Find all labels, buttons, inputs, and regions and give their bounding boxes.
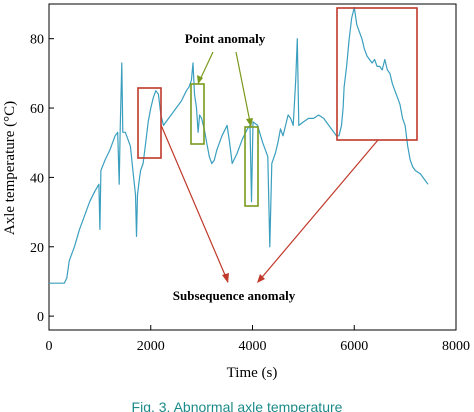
subsequence-arrow-2 <box>257 139 379 283</box>
subsequence-arrow-1 <box>160 124 229 283</box>
point-anomaly-label: Point anomaly <box>185 31 266 46</box>
y-axis-title: Axle temperature (°C) <box>2 101 18 235</box>
subsequence-anomaly-label: Subsequence anomaly <box>173 288 296 303</box>
y-tick-label: 80 <box>30 33 44 48</box>
point-arrow-2 <box>235 51 252 128</box>
y-tick-label: 40 <box>30 171 44 186</box>
x-tick-label: 8000 <box>442 339 470 354</box>
subsequence-arrowhead-2 <box>257 274 265 283</box>
series-line <box>49 6 429 284</box>
x-axis: 0 2000 4000 6000 8000 Time (s) <box>46 325 470 381</box>
x-axis-title: Time (s) <box>227 365 278 381</box>
point-arrowhead-2 <box>246 118 253 127</box>
y-tick-group: 0 20 40 60 80 <box>30 33 54 325</box>
point-anomaly-box-2 <box>244 126 259 207</box>
y-tick-label: 60 <box>30 102 44 117</box>
subsequence-arrows <box>160 124 379 283</box>
x-tick-label: 4000 <box>239 339 267 354</box>
subsequence-arrowhead-1 <box>222 273 229 283</box>
x-tick-group: 0 2000 4000 6000 8000 <box>46 325 470 354</box>
x-tick-label: 2000 <box>137 339 165 354</box>
y-tick-label: 20 <box>30 241 44 256</box>
y-tick-label: 0 <box>37 310 44 325</box>
point-arrowhead-1 <box>197 75 203 84</box>
point-anomaly-arrows <box>197 51 253 128</box>
x-tick-label: 6000 <box>340 339 368 354</box>
point-anomaly-box-1 <box>190 83 205 145</box>
subsequence-box-2 <box>336 7 418 141</box>
y-axis: 0 20 40 60 80 Axle temperature (°C) <box>2 33 54 325</box>
subsequence-box-1 <box>137 87 162 159</box>
x-tick-label: 0 <box>46 339 53 354</box>
figure-caption: Fig. 3. Abnormal axle temperature <box>132 399 343 412</box>
